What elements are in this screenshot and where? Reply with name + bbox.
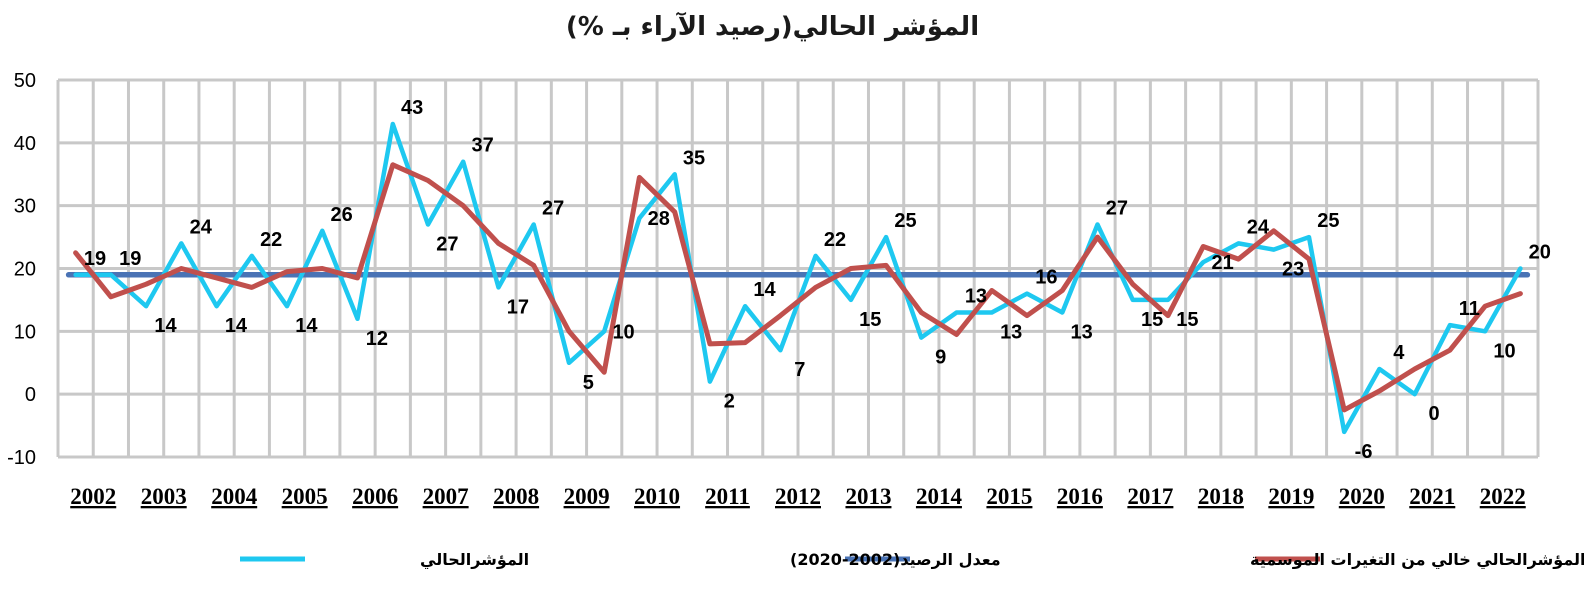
year-label: 2010 [634,484,680,509]
data-label: 25 [1317,210,1339,232]
data-label: 20 [1529,242,1551,264]
data-label: 27 [1106,198,1128,220]
data-label: 10 [612,321,634,343]
year-label: 2022 [1480,484,1526,509]
data-label: 14 [225,315,248,337]
year-label: 2007 [423,484,469,509]
y-tick-label: 0 [25,384,36,406]
series-seasonally-adjusted [73,162,1523,413]
data-label: 22 [824,229,846,251]
data-label: 35 [683,147,705,169]
data-label: 28 [648,208,670,230]
data-label: 15 [859,309,881,331]
year-label: 2015 [986,484,1032,509]
year-label: 2005 [282,484,328,509]
y-tick-label: 50 [14,70,36,92]
y-tick-label: 10 [14,321,36,343]
y-tick-labels: 50 40 30 20 10 0 -10 [7,70,36,469]
data-label: 21 [1211,252,1233,274]
data-label: 11 [1459,298,1480,320]
year-label: 2008 [493,484,539,509]
data-label: 4 [1393,342,1405,364]
year-label: 2021 [1409,484,1455,509]
grid-layer [56,78,1540,459]
year-label: 2018 [1198,484,1244,509]
data-label: 2 [724,391,735,413]
data-label: 43 [401,97,423,119]
series-layer [65,121,1531,435]
chart-title: المؤشر الحالي(رصيد الآراء بـ %) [565,12,980,42]
data-label: 19 [119,248,141,270]
year-label: 2004 [211,484,258,509]
data-label: 15 [1141,309,1163,331]
legend-label: المؤشرالحالي خالي من التغيرات الموسمية [1250,550,1584,570]
data-label: 17 [507,296,529,318]
data-label: 25 [894,210,916,232]
year-label: 2009 [564,484,610,509]
data-label: 15 [1176,309,1198,331]
data-label: 10 [1493,340,1515,362]
data-label: 27 [436,234,458,256]
data-labels: 19 19142414221426124327371727510283521472… [84,97,1551,463]
year-label: 2013 [845,484,891,509]
legend-label: المؤشرالحالي [420,550,529,570]
data-label: 14 [753,279,776,301]
year-label: 2016 [1057,484,1103,509]
x-year-labels: 2002 2003 2004 2005 2006 2007 2008 2009 2010 2011… [70,484,1526,509]
data-label: 13 [1000,321,1022,343]
legend: المؤشرالحالي معدل الرصيد(2002-2020) المؤشر… [240,550,1584,570]
y-tick-label: 20 [14,259,36,281]
year-label: 2003 [141,484,187,509]
data-label: 9 [935,347,946,369]
year-label: 2020 [1339,484,1385,509]
year-label: 2012 [775,484,821,509]
data-label: 22 [260,229,282,251]
y-tick-label: -10 [7,447,36,469]
data-label: 13 [1071,321,1093,343]
data-label: 7 [794,359,805,381]
year-label: 2017 [1127,484,1173,509]
year-label: 2014 [916,484,963,509]
legend-label: معدل الرصيد(2002-2020) [790,550,1001,569]
data-label: 0 [1428,403,1439,425]
data-label: 14 [295,315,318,337]
data-label: 37 [471,135,493,157]
data-label: 5 [583,372,594,394]
y-tick-label: 40 [14,133,36,155]
y-tick-label: 30 [14,196,36,218]
year-label: 2019 [1268,484,1314,509]
data-label: 27 [542,198,564,220]
data-label: 12 [366,328,388,350]
year-label: 2002 [70,484,116,509]
data-label: 14 [154,315,177,337]
data-label: -6 [1355,441,1373,463]
year-label: 2006 [352,484,398,509]
data-label: 23 [1282,259,1304,281]
data-label: 24 [1247,216,1270,238]
data-label: 19 [84,248,106,270]
data-label: 13 [965,285,987,307]
data-label: 24 [190,216,213,238]
data-label: 26 [331,204,353,226]
year-label: 2011 [705,484,750,509]
data-label: 16 [1035,267,1057,289]
